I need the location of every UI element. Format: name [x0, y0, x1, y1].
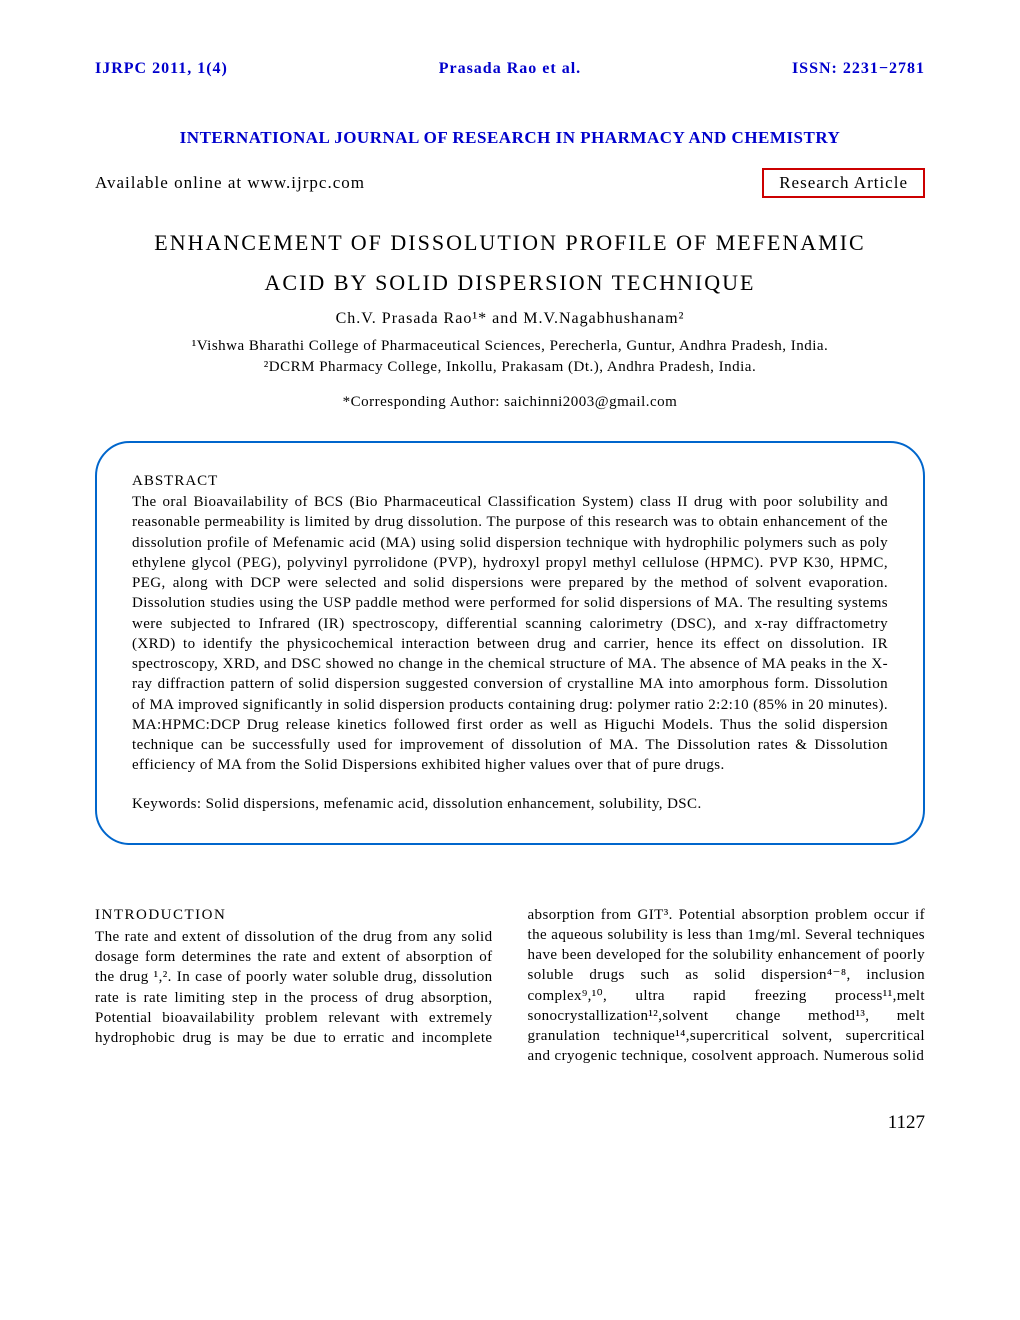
- journal-ref: IJRPC 2011, 1(4): [95, 60, 228, 78]
- issn: ISSN: 2231−2781: [792, 60, 925, 78]
- authors: Ch.V. Prasada Rao¹* and M.V.Nagabhushana…: [95, 310, 925, 328]
- abstract-box: ABSTRACT The oral Bioavailability of BCS…: [95, 441, 925, 845]
- abstract-heading: ABSTRACT: [132, 473, 888, 490]
- research-article-badge: Research Article: [762, 168, 925, 198]
- keywords: Keywords: Solid dispersions, mefenamic a…: [132, 796, 888, 813]
- available-row: Available online at www.ijrpc.com Resear…: [95, 168, 925, 198]
- paper-title-line2: ACID BY SOLID DISPERSION TECHNIQUE: [95, 263, 925, 303]
- affiliation-1: ¹Vishwa Bharathi College of Pharmaceutic…: [95, 338, 925, 355]
- paper-title: ENHANCEMENT OF DISSOLUTION PROFILE OF ME…: [95, 223, 925, 302]
- intro-text: The rate and extent of dissolution of th…: [95, 907, 925, 1065]
- intro-heading: INTRODUCTION: [95, 905, 493, 925]
- journal-title: INTERNATIONAL JOURNAL OF RESEARCH IN PHA…: [95, 128, 925, 148]
- header-row: IJRPC 2011, 1(4) Prasada Rao et al. ISSN…: [95, 60, 925, 78]
- corresponding-author: *Corresponding Author: saichinni2003@gma…: [95, 394, 925, 411]
- authors-short: Prasada Rao et al.: [439, 60, 581, 78]
- available-online: Available online at www.ijrpc.com: [95, 173, 365, 193]
- abstract-text: The oral Bioavailability of BCS (Bio Pha…: [132, 492, 888, 776]
- affiliation-2: ²DCRM Pharmacy College, Inkollu, Prakasa…: [95, 359, 925, 376]
- paper-title-line1: ENHANCEMENT OF DISSOLUTION PROFILE OF ME…: [95, 223, 925, 263]
- page-number: 1127: [95, 1112, 925, 1134]
- introduction-section: INTRODUCTION The rate and extent of diss…: [95, 905, 925, 1067]
